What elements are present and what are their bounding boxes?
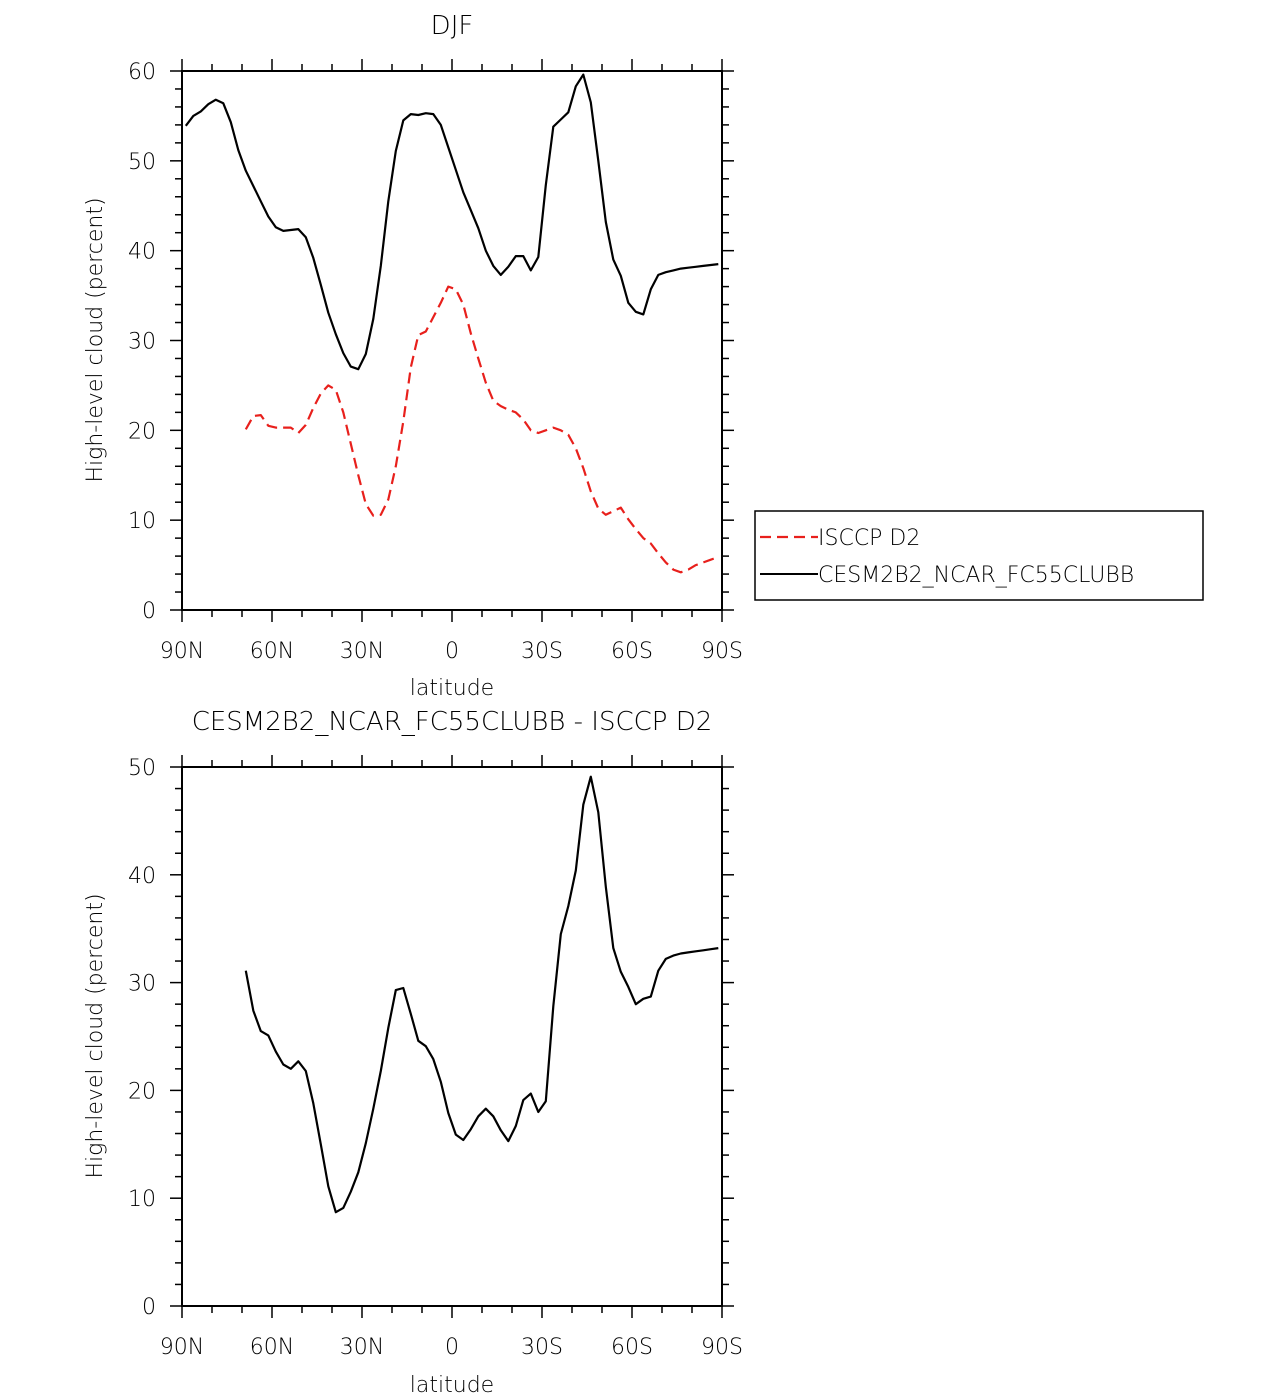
- legend-box: [754, 510, 1204, 601]
- y-tick-label: 30: [128, 972, 156, 997]
- bottom-chart-ticks: [170, 755, 734, 1318]
- x-tick-label: 30S: [521, 639, 563, 664]
- y-tick-label: 0: [142, 1295, 156, 1320]
- x-tick-label: 0: [445, 1335, 459, 1360]
- bottom-chart: CESM2B2_NCAR_FC55CLUBB - ISCCP D2 90N 60N…: [83, 707, 743, 1398]
- x-tick-label: 90N: [160, 639, 204, 664]
- x-tick-label: 30N: [340, 639, 384, 664]
- y-tick-label: 10: [128, 509, 156, 534]
- x-tick-label: 60S: [611, 639, 653, 664]
- y-tick-label: 50: [128, 150, 156, 175]
- y-tick-label: 30: [128, 330, 156, 355]
- bottom-chart-tick-labels: 90N 60N 30N 0 30S 60S 90S 0 10 20 30 40 50: [128, 756, 743, 1360]
- bottom-chart-title: CESM2B2_NCAR_FC55CLUBB - ISCCP D2: [192, 707, 713, 737]
- y-tick-label: 50: [128, 756, 156, 781]
- x-tick-label: 30N: [340, 1335, 384, 1360]
- top-series-line-0: [244, 285, 719, 574]
- y-tick-label: 0: [142, 599, 156, 624]
- y-tick-label: 20: [128, 1079, 156, 1104]
- x-tick-label: 30S: [521, 1335, 563, 1360]
- x-tick-label: 60S: [611, 1335, 653, 1360]
- bottom-y-axis-title: High-level cloud (percent): [83, 893, 108, 1178]
- top-y-axis-title: High-level cloud (percent): [83, 197, 108, 482]
- top-plot-frame: [181, 70, 723, 611]
- bottom-chart-series: [244, 775, 719, 1214]
- bottom-series-line-0: [244, 775, 719, 1214]
- x-tick-label: 60N: [250, 639, 294, 664]
- top-chart-title: DJF: [431, 11, 474, 41]
- bottom-x-axis-title: latitude: [410, 1373, 494, 1398]
- legend-label-isccp: ISCCP D2: [818, 526, 920, 551]
- top-chart-tick-labels: 90N 60N 30N 0 30S 60S 90S 0 10 20 30 40 50 60: [128, 60, 743, 664]
- x-tick-label: 90S: [701, 639, 743, 664]
- top-x-axis-title: latitude: [410, 676, 494, 701]
- legend-label-cesm: CESM2B2_NCAR_FC55CLUBB: [818, 563, 1134, 588]
- legend: ISCCP D2 CESM2B2_NCAR_FC55CLUBB: [754, 510, 1204, 601]
- y-tick-label: 20: [128, 419, 156, 444]
- y-tick-label: 40: [128, 864, 156, 889]
- y-tick-label: 10: [128, 1187, 156, 1212]
- bottom-plot-frame: [181, 766, 723, 1307]
- x-tick-label: 60N: [250, 1335, 294, 1360]
- x-tick-label: 90N: [160, 1335, 204, 1360]
- x-tick-label: 90S: [701, 1335, 743, 1360]
- top-chart-series: [184, 73, 719, 574]
- top-chart: DJF 90N 60N 30N 0 30S 60S 90S 0 10 20 30 40 50 60 lat…: [83, 11, 1204, 701]
- y-tick-label: 40: [128, 240, 156, 265]
- x-tick-label: 0: [445, 639, 459, 664]
- top-chart-ticks: [170, 59, 734, 622]
- y-tick-label: 60: [128, 60, 156, 85]
- top-series-line-1: [184, 73, 719, 371]
